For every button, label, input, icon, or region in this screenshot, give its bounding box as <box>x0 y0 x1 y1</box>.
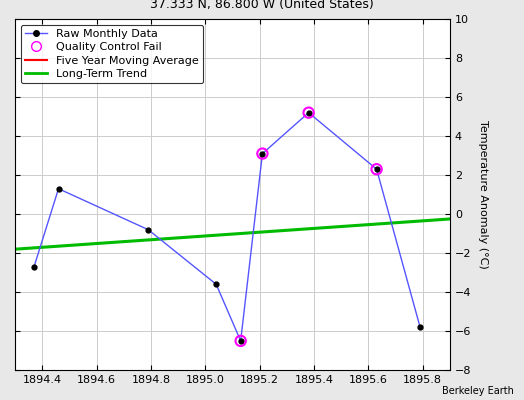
Legend: Raw Monthly Data, Quality Control Fail, Five Year Moving Average, Long-Term Tren: Raw Monthly Data, Quality Control Fail, … <box>20 24 203 84</box>
Point <box>373 166 381 172</box>
Text: Berkeley Earth: Berkeley Earth <box>442 386 514 396</box>
Point <box>236 338 245 344</box>
Point <box>304 110 313 116</box>
Text: 37.333 N, 86.800 W (United States): 37.333 N, 86.800 W (United States) <box>150 0 374 11</box>
Point <box>258 150 267 157</box>
Y-axis label: Temperature Anomaly (°C): Temperature Anomaly (°C) <box>478 120 488 269</box>
